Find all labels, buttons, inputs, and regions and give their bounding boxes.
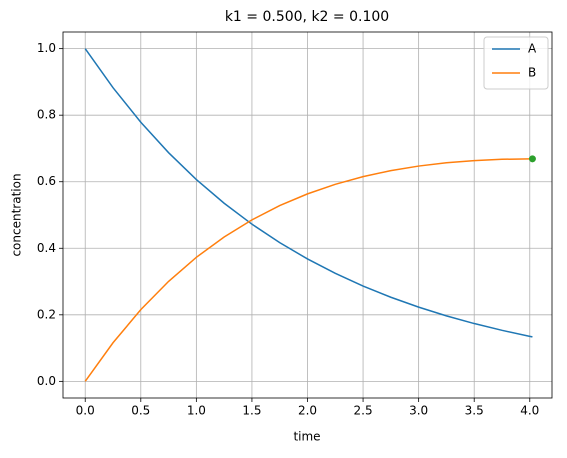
axes-frame	[62, 31, 553, 399]
y-axis-label: concentration	[10, 173, 24, 256]
legend-box	[483, 36, 549, 90]
y-tick-label: 0.6	[37, 174, 56, 188]
y-tick-label: 0.4	[37, 241, 56, 255]
y-tick-label: 0.2	[37, 307, 56, 321]
point-marker	[528, 155, 536, 163]
x-tick-label: 3.0	[409, 404, 428, 418]
line-series	[84, 158, 533, 382]
x-tick-label: 0.0	[76, 404, 95, 418]
y-tick-label: 1.0	[37, 41, 56, 55]
chart-title: k1 = 0.500, k2 = 0.100	[225, 9, 389, 25]
x-tick-label: 3.5	[465, 404, 484, 418]
y-tick-label: 0.0	[37, 374, 56, 388]
x-tick-label: 2.0	[298, 404, 317, 418]
y-tick-label: 0.8	[37, 108, 56, 122]
x-tick-label: 2.5	[354, 404, 373, 418]
x-axis-label: time	[293, 430, 320, 444]
x-tick-label: 1.5	[242, 404, 261, 418]
x-tick-label: 4.0	[520, 404, 539, 418]
x-tick-label: 1.0	[187, 404, 206, 418]
x-tick-label: 0.5	[131, 404, 150, 418]
legend-label: B	[528, 66, 536, 80]
line-series	[84, 48, 533, 338]
legend-label: A	[528, 42, 537, 56]
